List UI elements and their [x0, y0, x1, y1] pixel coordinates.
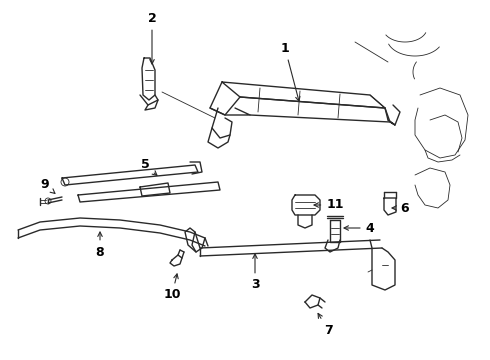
Text: 7: 7 [318, 314, 332, 337]
Text: 2: 2 [147, 12, 156, 64]
Text: 6: 6 [392, 202, 409, 215]
Text: 1: 1 [281, 41, 300, 101]
Text: 11: 11 [314, 198, 344, 211]
Text: 5: 5 [141, 158, 157, 175]
Text: 9: 9 [41, 179, 55, 193]
Text: 4: 4 [344, 221, 374, 234]
Text: 3: 3 [251, 254, 259, 292]
Text: 8: 8 [96, 232, 104, 258]
Text: 10: 10 [163, 274, 181, 302]
